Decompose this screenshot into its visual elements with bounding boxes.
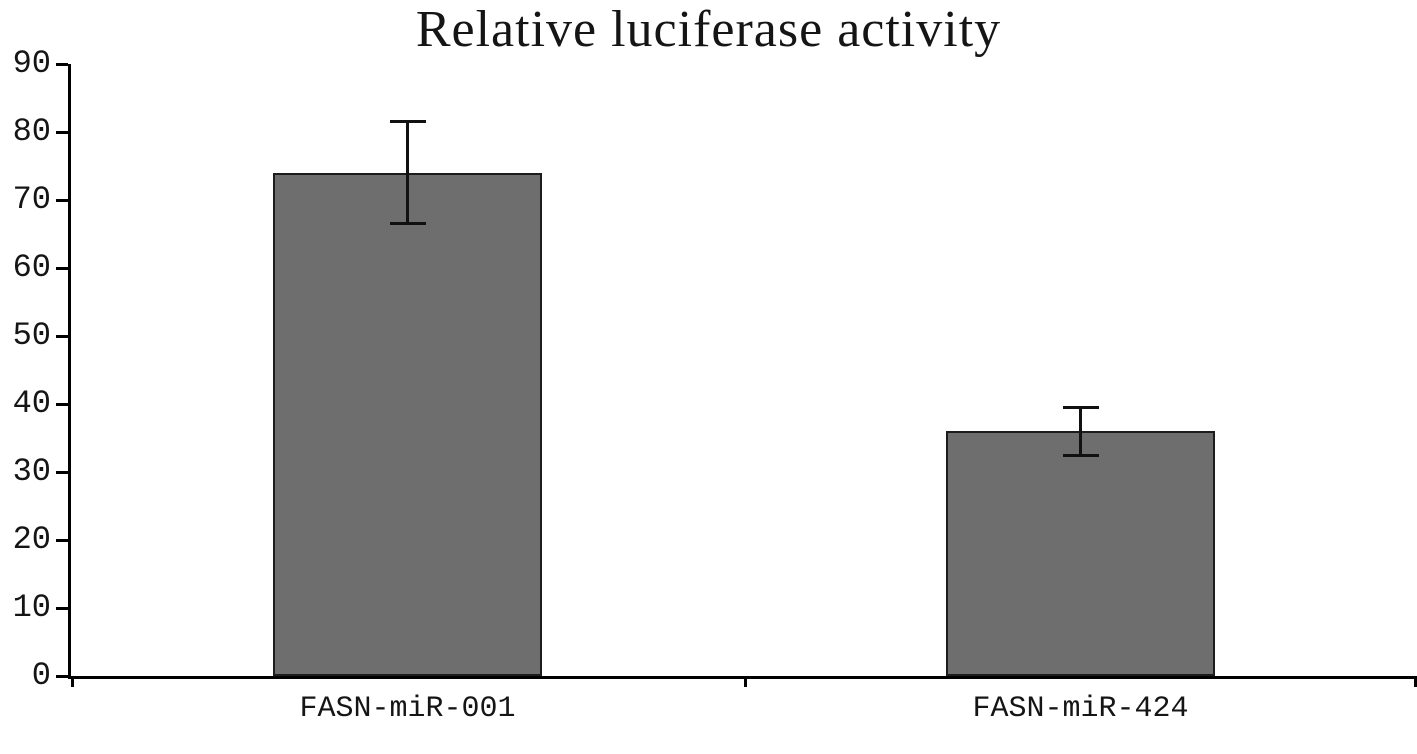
y-tick-label: 40 [12,385,51,422]
y-axis-tick [56,674,68,678]
error-bar-cap-bottom [389,222,426,226]
error-bar-cap-bottom [1062,453,1099,457]
x-axis-tick [1414,679,1417,687]
y-axis-tick [56,266,68,270]
plot-area: 0 10 20 30 40 50 60 70 80 90 FASN-miR-001 FASN-miR-… [13,46,1417,726]
y-tick-label: 30 [12,453,51,490]
x-category-label: FASN-miR-001 [299,692,516,726]
y-tick-label: 50 [12,317,51,354]
error-bar-cap-top [1062,405,1099,409]
y-axis-tick [56,198,68,202]
y-axis-tick [56,334,68,338]
y-tick-label: 90 [12,45,51,82]
x-category-label: FASN-miR-424 [972,692,1189,726]
chart-title: Relative luciferase activity [415,1,1002,58]
y-axis-tick [56,538,68,542]
error-bar-line [406,121,409,224]
y-axis-tick [56,62,68,66]
y-tick-label: 70 [12,181,51,218]
y-tick-label: 20 [12,521,51,558]
y-tick-label: 10 [12,589,51,626]
x-axis-tick [744,679,747,687]
y-axis-tick [56,470,68,474]
error-bar-line [1079,407,1082,455]
y-axis-tick [56,130,68,134]
y-axis-tick [56,606,68,610]
error-bar-cap-top [389,120,426,124]
y-tick-label: 80 [12,113,51,150]
x-axis-tick [71,679,74,687]
y-tick-label: 0 [31,657,51,694]
y-tick-label: 60 [12,249,51,286]
y-axis-tick [56,402,68,406]
bar [272,172,543,676]
bar [945,431,1216,676]
